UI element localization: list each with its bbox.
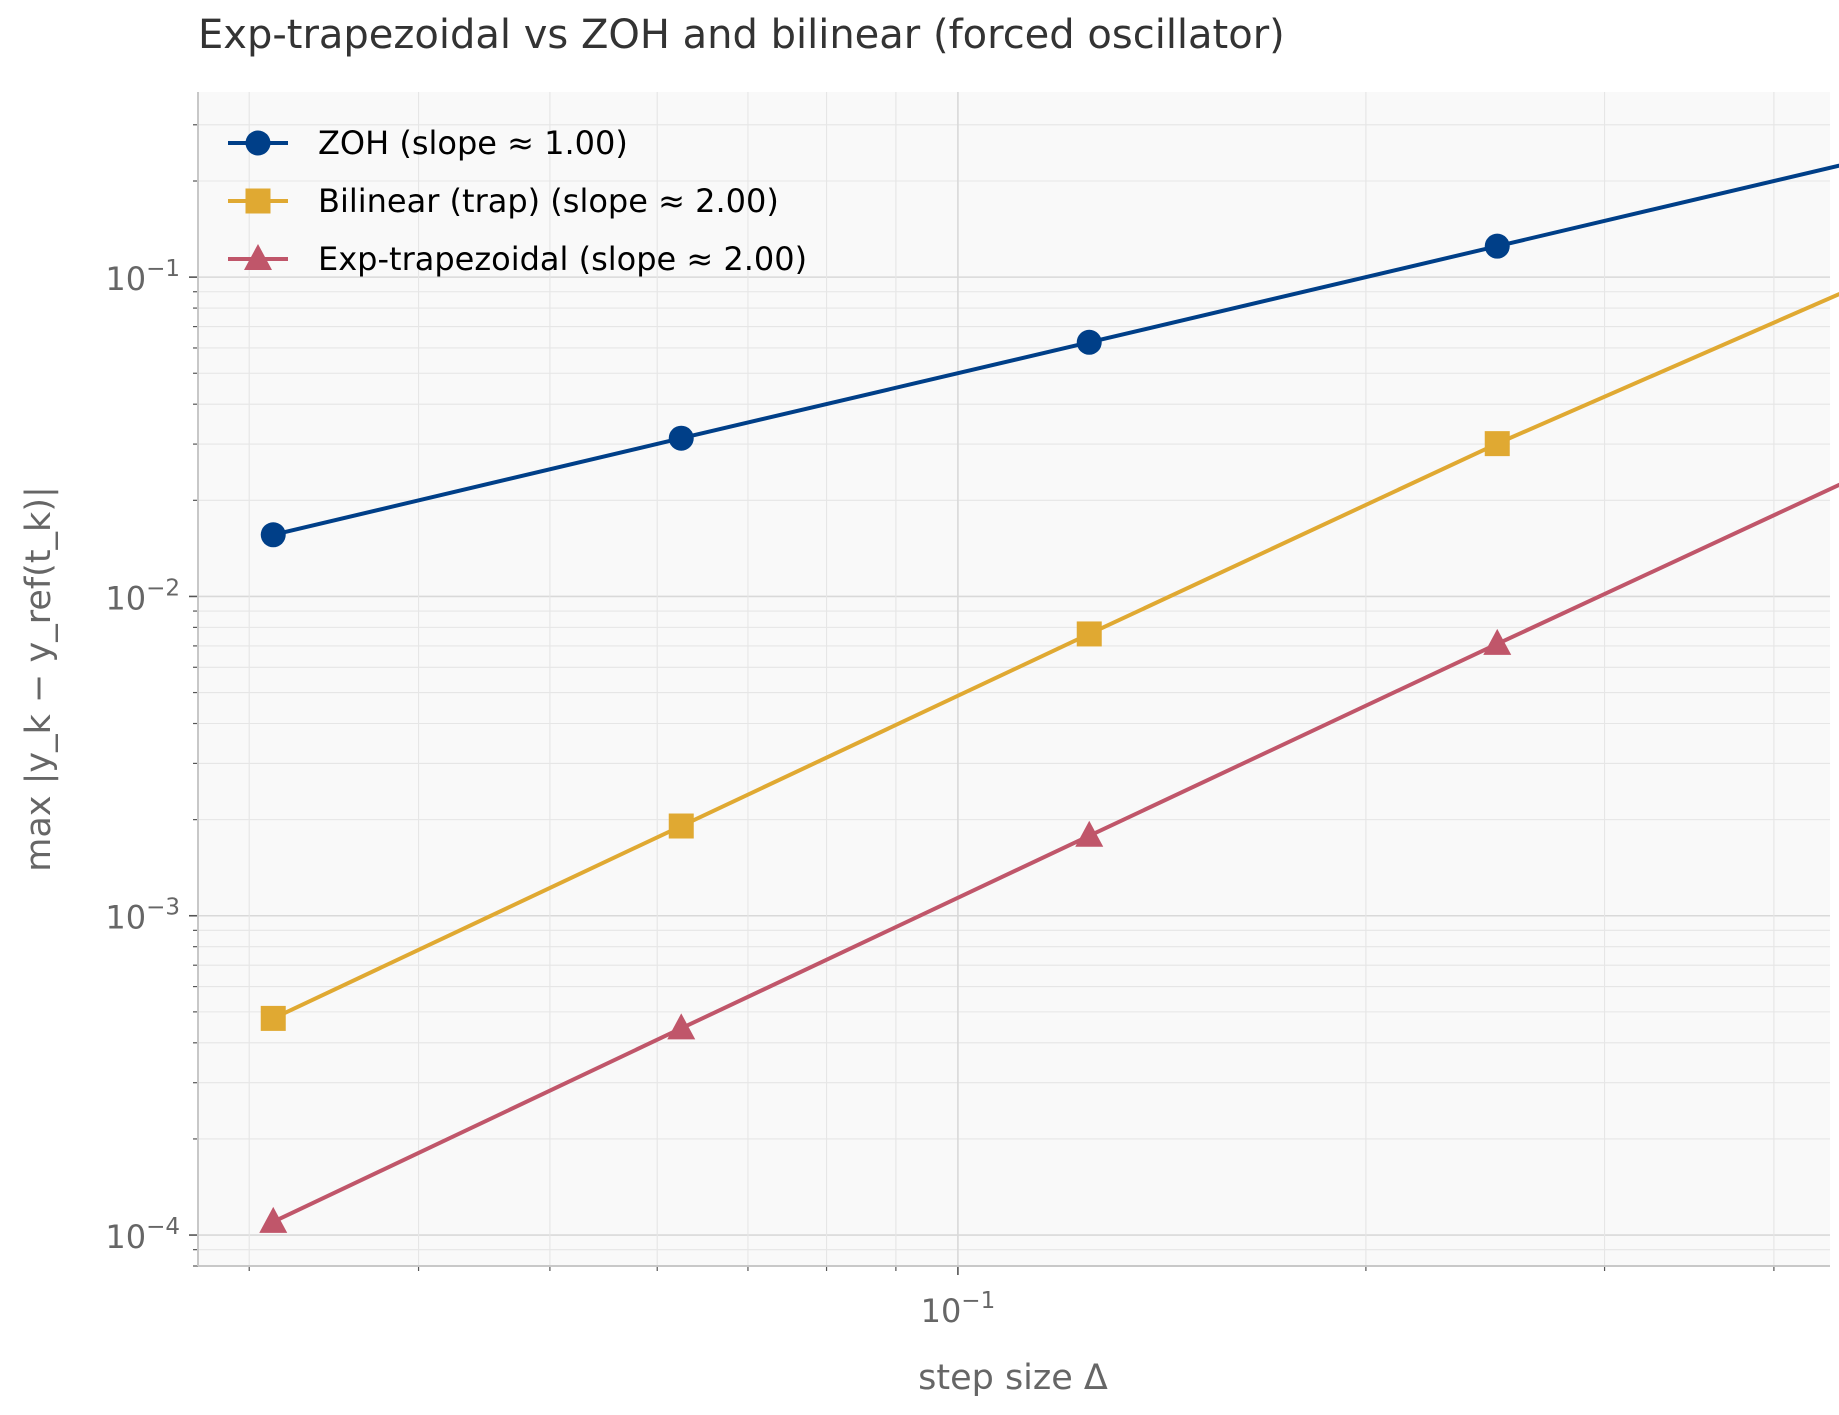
data-point	[1076, 621, 1102, 647]
legend-label: ZOH (slope ≈ 1.00)	[318, 124, 628, 162]
data-point	[259, 1206, 288, 1233]
data-point	[1484, 233, 1510, 259]
series-2	[260, 291, 1839, 1031]
y-tick-label: 10−4	[105, 1214, 180, 1256]
legend-label: Bilinear (trap) (slope ≈ 2.00)	[318, 182, 779, 220]
data-point	[1483, 628, 1512, 655]
data-point	[1076, 329, 1102, 355]
data-point	[668, 425, 694, 451]
y-tick-label: 10−3	[105, 895, 180, 937]
axes: 10−1 10−2 10−3 10−4 10−1	[105, 92, 1830, 1330]
data-point	[260, 522, 286, 548]
y-axis-label: max |y_k − y_ref(t_k)|	[19, 486, 59, 872]
data-point	[1075, 820, 1104, 847]
data-point	[260, 1005, 286, 1031]
legend-item: ZOH (slope ≈ 1.00)	[228, 124, 628, 162]
legend-item: Exp-trapezoidal (slope ≈ 2.00)	[228, 240, 807, 278]
x-tick-label: 10−1	[921, 1288, 996, 1330]
y-tick-label: 10−2	[105, 575, 180, 617]
series-layer	[259, 163, 1839, 1233]
grid	[198, 92, 1830, 1267]
x-axis-label: step size Δ	[918, 1358, 1108, 1398]
legend-item: Bilinear (trap) (slope ≈ 2.00)	[228, 182, 779, 220]
chart-title: Exp-trapezoidal vs ZOH and bilinear (for…	[198, 12, 1285, 58]
data-point	[1484, 431, 1510, 457]
legend: ZOH (slope ≈ 1.00) Bilinear (trap) (slope…	[228, 124, 807, 278]
legend-label: Exp-trapezoidal (slope ≈ 2.00)	[318, 240, 807, 278]
plot-area	[198, 92, 1830, 1266]
legend-marker	[245, 188, 271, 214]
data-point	[667, 1013, 696, 1040]
series-1	[260, 163, 1839, 548]
legend-marker	[245, 130, 271, 156]
series-3	[259, 482, 1839, 1233]
y-tick-label: 10−1	[105, 256, 180, 298]
legend-marker	[244, 244, 272, 270]
data-point	[668, 813, 694, 839]
